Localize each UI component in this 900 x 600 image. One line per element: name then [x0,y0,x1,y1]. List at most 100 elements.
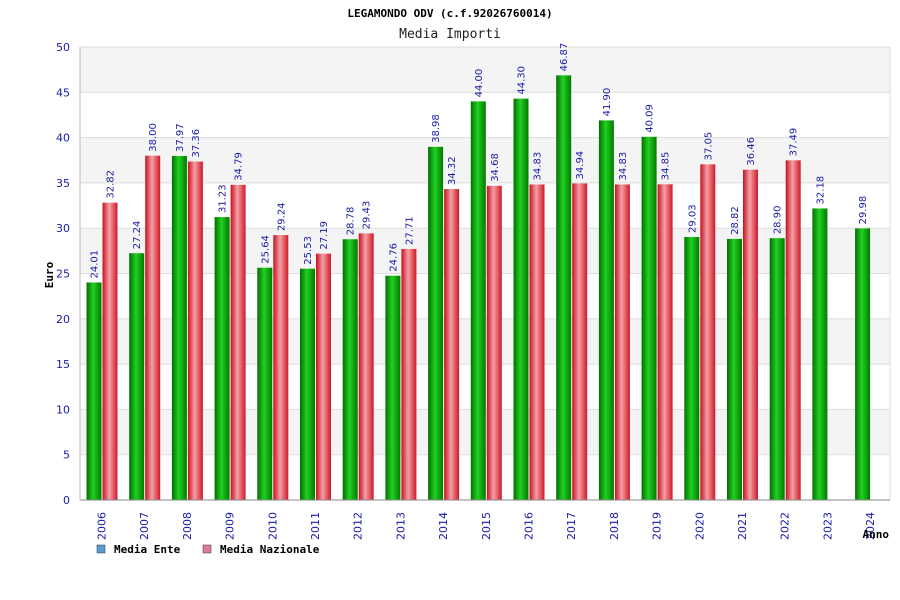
x-tick-label-2008: 2008 [181,512,194,540]
bar-media-nazionale-2011 [316,253,331,500]
value-label-media-ente-2015: 44.00 [474,69,485,98]
bar-media-nazionale-2017 [572,183,588,500]
bar-media-ente-2011 [300,268,315,500]
value-label-media-ente-2012: 28.78 [346,207,357,236]
value-label-media-nazionale-2020: 37.05 [703,132,714,161]
x-tick-label-2016: 2016 [523,512,536,540]
bar-media-nazionale-2009 [230,184,246,500]
value-label-media-nazionale-2016: 34.83 [533,152,544,181]
x-tick-label-2007: 2007 [138,512,151,540]
x-tick-label-2021: 2021 [736,512,749,540]
bar-media-ente-2013 [385,275,401,500]
bar-media-ente-2019 [641,136,657,500]
x-tick-label-2014: 2014 [437,512,450,540]
value-label-media-nazionale-2009: 34.79 [234,152,245,181]
value-label-media-ente-2019: 40.09 [645,104,656,133]
value-label-media-ente-2014: 38.98 [431,114,442,143]
value-label-media-nazionale-2010: 29.24 [276,202,287,231]
value-label-media-ente-2022: 28.90 [773,206,784,235]
value-label-media-ente-2017: 46.87 [559,43,570,72]
bar-media-nazionale-2022 [785,160,801,500]
bar-media-ente-2006 [86,282,102,500]
legend-swatch-media-nazionale [202,544,212,554]
x-tick-label-2015: 2015 [480,512,493,540]
bar-media-nazionale-2015 [486,185,502,500]
value-label-media-ente-2008: 37.97 [175,123,186,152]
value-label-media-ente-2013: 24.76 [388,243,399,272]
value-label-media-nazionale-2017: 34.94 [575,151,586,180]
bar-media-nazionale-2012 [358,233,374,500]
value-label-media-nazionale-2022: 37.49 [789,128,800,157]
y-tick-label: 20 [56,313,70,326]
legend-label-media-ente: Media Ente [114,543,181,556]
bar-media-nazionale-2010 [273,235,289,500]
chart-title: LEGAMONDO ODV (c.f.92026760014) [347,7,552,20]
chart-subtitle: Media Importi [399,27,501,42]
bar-media-nazionale-2008 [187,161,203,500]
legend: Media Ente Media Nazionale [96,543,320,556]
value-label-media-nazionale-2013: 27.71 [404,216,415,245]
bar-media-ente-2017 [556,75,572,501]
bar-media-ente-2021 [727,238,742,500]
x-tick-label-2023: 2023 [821,512,834,540]
y-tick-label: 15 [56,358,70,371]
bar-media-nazionale-2014 [444,189,460,501]
value-label-media-ente-2021: 28.82 [730,206,741,235]
x-tick-label-2018: 2018 [608,512,621,540]
value-label-media-nazionale-2018: 34.83 [618,152,629,181]
y-tick-label: 10 [56,403,70,416]
value-label-media-ente-2010: 25.64 [260,235,271,264]
bar-media-ente-2012 [342,239,358,500]
value-label-media-nazionale-2008: 37.36 [191,129,202,158]
y-tick-label: 25 [56,268,70,281]
value-label-media-ente-2009: 31.23 [218,184,229,213]
y-tick-label: 5 [63,449,70,462]
bar-media-ente-2009 [214,217,230,500]
value-label-media-ente-2016: 44.30 [517,66,528,95]
value-label-media-ente-2020: 29.03 [687,204,698,233]
value-label-media-ente-2024: 29.98 [858,196,869,225]
value-label-media-nazionale-2021: 36.46 [746,137,757,166]
grid-band [80,47,890,93]
legend-label-media-nazionale: Media Nazionale [220,543,320,556]
bar-media-ente-2020 [684,236,700,500]
bar-media-ente-2014 [428,146,444,501]
bar-media-ente-2008 [171,155,187,500]
y-tick-label: 30 [56,222,70,235]
x-tick-label-2020: 2020 [693,512,706,540]
x-axis-ticks: 2006 2007 2008 2009 2010 2011 2012 2013 2014 2015… [96,512,878,540]
x-axis-title: Anno [863,528,890,541]
legend-swatch-media-ente [96,544,106,554]
x-tick-label-2024: 2024 [864,512,877,540]
value-label-media-nazionale-2019: 34.85 [661,152,672,181]
value-labels: 24.01 27.24 37.97 31.23 25.64 25.53 28.78 24.76… [90,43,870,279]
value-label-media-nazionale-2007: 38.00 [148,123,159,152]
value-label-media-nazionale-2012: 29.43 [362,201,373,230]
bar-media-ente-2022 [769,238,785,500]
value-label-media-ente-2006: 24.01 [90,250,101,279]
value-label-media-nazionale-2014: 34.32 [447,156,458,185]
y-axis-title: Euro [43,261,56,288]
bar-media-ente-2024 [855,228,871,500]
x-tick-label-2012: 2012 [352,512,365,540]
y-tick-label: 0 [63,494,70,507]
y-tick-label: 45 [56,86,70,99]
y-tick-label: 50 [56,41,70,54]
bar-media-ente-2010 [257,267,273,500]
bar-media-ente-2007 [129,253,145,500]
x-tick-label-2011: 2011 [309,512,322,540]
bar-media-ente-2023 [812,208,828,500]
x-tick-label-2010: 2010 [266,512,279,540]
bar-media-nazionale-2006 [102,202,118,500]
value-label-media-ente-2011: 25.53 [303,236,314,265]
bar-media-nazionale-2013 [401,248,417,500]
x-tick-label-2006: 2006 [96,512,109,540]
bar-media-nazionale-2020 [700,164,716,500]
value-label-media-nazionale-2011: 27.19 [319,221,330,250]
y-tick-label: 35 [56,177,70,190]
value-label-media-ente-2018: 41.90 [602,88,613,117]
y-axis-ticks: 0 5 10 15 20 25 30 35 40 45 50 [56,41,70,507]
bar-media-nazionale-2016 [529,184,545,501]
bar-media-nazionale-2018 [614,184,630,501]
